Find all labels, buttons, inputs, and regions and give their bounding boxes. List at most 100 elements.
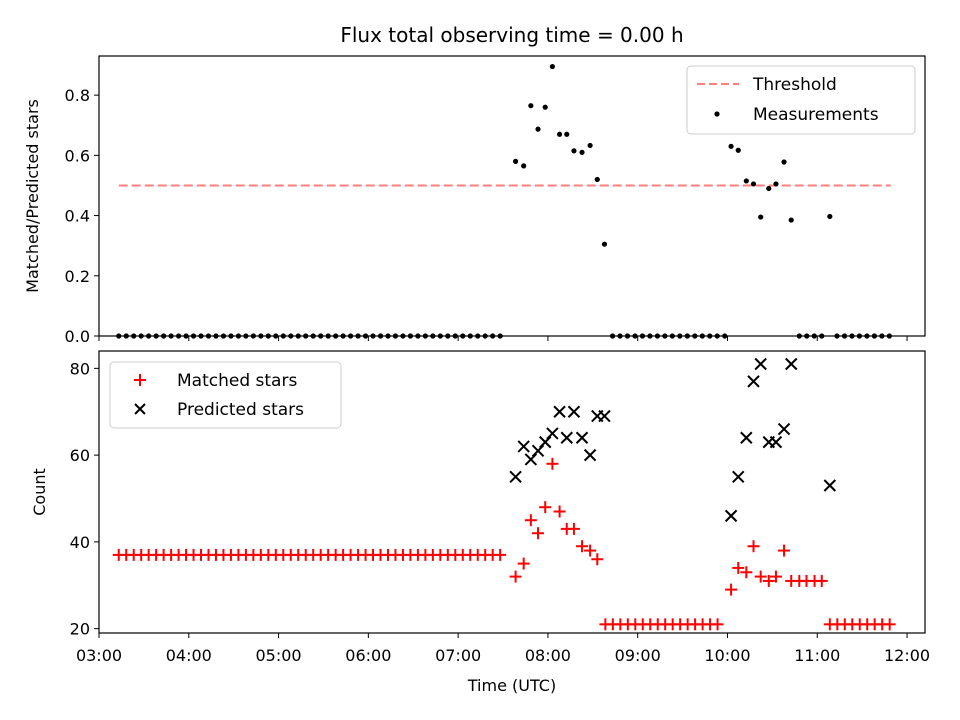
matched-stars-point: [754, 570, 767, 583]
bottom-xtick-label: 03:00: [76, 646, 122, 665]
matched-stars-point: [509, 570, 522, 583]
legend-matched-swatch: [134, 374, 146, 386]
measurement-point: [512, 158, 519, 164]
predicted-stars-point: [598, 409, 611, 423]
predicted-stars-point: [732, 470, 745, 484]
predicted-stars-point: [553, 405, 566, 418]
predicted-stars-point: [724, 509, 738, 523]
measurement-point: [758, 214, 764, 220]
predicted-stars-point: [769, 435, 783, 449]
matched-stars-point: [567, 522, 580, 535]
bottom-ytick-label: 40: [70, 533, 90, 552]
matched-stars-point: [553, 505, 566, 518]
measurement-point: [579, 149, 585, 155]
bottom-panel: 20 40 60 80 03:00 04:00 05:00 06:00 07:00 08:00 09…: [30, 350, 930, 695]
legend-predicted-swatch: [134, 403, 146, 415]
measurement-point: [594, 176, 600, 183]
top-ytick-label: 0.0: [65, 327, 90, 346]
top-ylabel: Matched/Predicted stars: [23, 99, 42, 293]
matched-stars-point: [740, 566, 753, 579]
matched-stars-point: [778, 544, 791, 557]
top-axis-ticks: 0.0 0.2 0.4 0.6 0.8: [65, 86, 908, 346]
bottom-ytick-label: 60: [70, 446, 90, 465]
matched-stars-point: [584, 544, 597, 557]
matched-stars-point: [762, 574, 775, 587]
measurement-point: [743, 178, 749, 184]
matched-stars-point: [494, 548, 507, 561]
bottom-xtick-label: 11:00: [794, 646, 840, 665]
top-plot-frame: [98, 55, 926, 337]
bottom-xtick-label: 05:00: [256, 646, 302, 665]
measurement-point: [564, 131, 570, 137]
matched-stars-point: [732, 561, 745, 574]
matched-stars-point: [524, 514, 537, 527]
top-panel: 0.00.20.40.60.8 Matched/Predicted stars …: [23, 55, 926, 346]
predicted-stars-point: [560, 431, 573, 444]
matched-stars-point: [576, 540, 589, 553]
bottom-ytick-label: 80: [70, 359, 90, 378]
matched-stars-point: [725, 583, 738, 596]
legend-measurements-label: Measurements: [753, 105, 879, 125]
bottom-ytick-label: 20: [70, 620, 90, 639]
measurement-point: [788, 217, 794, 223]
measurement-point: [601, 241, 608, 247]
legend-measurements-swatch: [714, 111, 720, 117]
matched-stars-point: [546, 457, 559, 470]
top-ytick-label: 0.2: [65, 267, 90, 286]
bottom-axis-ticks: 20 40 60 80 03:00 04:00 05:00 06:00 07:00 08:00 09…: [70, 359, 930, 665]
predicted-stars-point: [747, 375, 760, 388]
predicted-stars-point: [539, 435, 552, 449]
bottom-legend-box: [109, 361, 342, 429]
measurement-point: [766, 185, 772, 192]
predicted-stars-point: [575, 431, 589, 444]
bottom-xtick-label: 07:00: [435, 646, 481, 665]
matched-stars-point: [769, 570, 782, 583]
predicted-stars-point: [777, 422, 791, 436]
predicted-stars-point: [740, 431, 753, 444]
bottom-ylabel: Count: [30, 468, 49, 516]
matched-stars-point: [747, 540, 760, 553]
measurement-point: [528, 103, 534, 109]
top-plot-marks: [116, 63, 892, 339]
predicted-stars-point: [517, 440, 530, 453]
measurement-point: [549, 63, 556, 70]
matched-stars-point: [711, 618, 724, 631]
top-legend-box: [686, 65, 916, 135]
bottom-plot-frame: [98, 350, 926, 634]
predicted-stars-point: [546, 427, 559, 440]
measurement-point: [556, 131, 563, 137]
bottom-xlabel: Time (UTC): [467, 676, 556, 695]
bottom-xtick-label: 09:00: [615, 646, 661, 665]
predicted-stars-point: [583, 448, 597, 462]
measurement-point: [521, 163, 527, 169]
predicted-stars-point: [785, 357, 798, 371]
top-ytick-label: 0.4: [65, 207, 90, 226]
bottom-xtick-label: 12:00: [884, 646, 930, 665]
legend-threshold-label: Threshold: [752, 75, 837, 95]
predicted-stars-point: [567, 405, 581, 418]
legend-predicted-label: Predicted stars: [177, 400, 304, 420]
measurement-point: [728, 143, 734, 149]
bottom-plot-marks: [112, 357, 896, 631]
bottom-legend: Matched stars Predicted stars: [109, 361, 342, 429]
bottom-xtick-label: 06:00: [345, 646, 391, 665]
measurement-point: [735, 147, 741, 153]
bottom-xtick-label: 10:00: [704, 646, 750, 665]
top-ytick-label: 0.6: [65, 146, 90, 165]
measurement-point: [827, 213, 833, 220]
measurement-point: [773, 181, 779, 187]
predicted-stars-point: [823, 479, 837, 492]
matched-stars-point: [539, 501, 552, 514]
bottom-xtick-label: 08:00: [525, 646, 571, 665]
top-legend: Threshold Measurements: [686, 65, 916, 135]
measurement-point: [571, 148, 577, 154]
predicted-stars-point: [509, 470, 522, 484]
measurement-point: [750, 181, 757, 187]
legend-matched-label: Matched stars: [177, 371, 297, 391]
matched-stars-point: [517, 557, 530, 570]
matched-stars-point: [591, 553, 604, 566]
bottom-xtick-label: 04:00: [166, 646, 212, 665]
top-ytick-label: 0.8: [65, 86, 90, 105]
measurement-point: [535, 126, 541, 132]
